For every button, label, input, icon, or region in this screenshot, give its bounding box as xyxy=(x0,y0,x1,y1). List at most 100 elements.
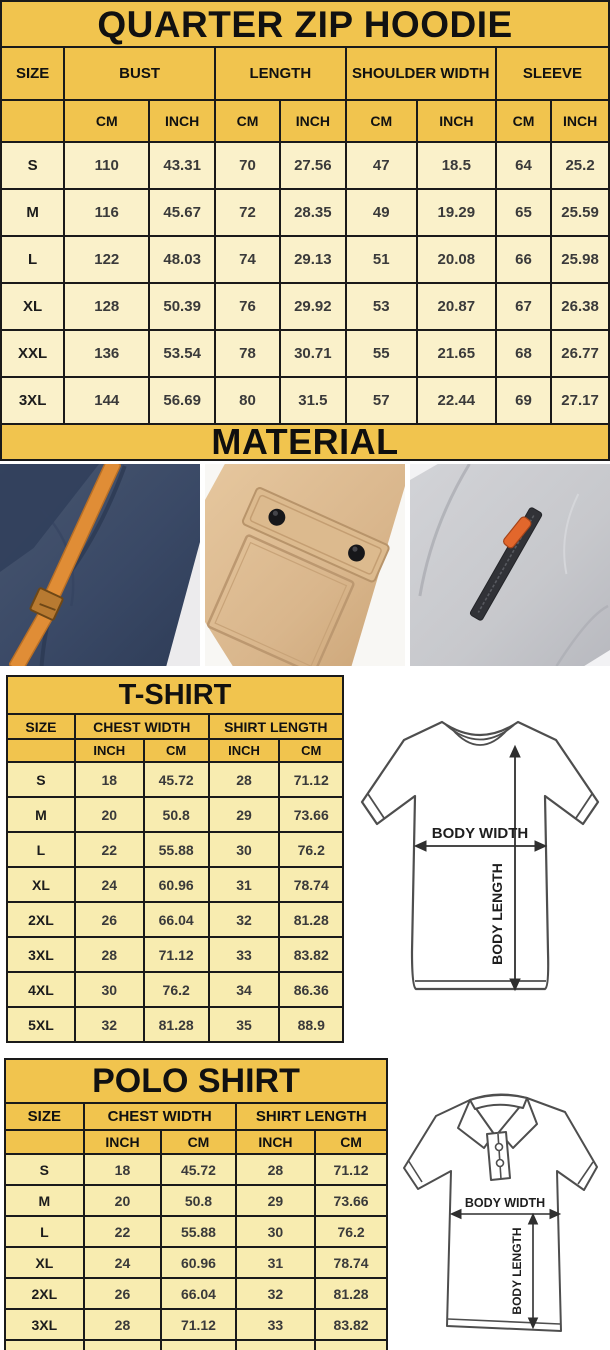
pocket-stitching xyxy=(214,541,348,666)
size-column-spacer xyxy=(4,1129,85,1155)
value-cell: 50.8 xyxy=(142,796,210,833)
value-cell: 29.13 xyxy=(279,235,347,284)
size-cell: S xyxy=(0,141,66,190)
value-cell: 72 xyxy=(213,188,282,237)
value-cell: 25.2 xyxy=(550,141,610,190)
value-cell: 20.87 xyxy=(415,282,497,331)
value-cell: 30.71 xyxy=(279,329,347,378)
value-cell: 67 xyxy=(494,282,553,331)
neck-rib-line xyxy=(451,728,509,746)
value-cell: 29 xyxy=(207,796,281,833)
size-cell: 4XL xyxy=(6,971,76,1008)
left-cuff-line xyxy=(407,1159,423,1183)
value-cell: 25.98 xyxy=(550,235,610,284)
value-cell: 51 xyxy=(344,235,418,284)
size-cell: XL xyxy=(4,1246,85,1279)
value-cell: 81.28 xyxy=(142,1006,210,1043)
unit-header: INCH xyxy=(415,99,497,143)
polo-placket xyxy=(486,1131,511,1181)
value-cell: 66 xyxy=(494,235,553,284)
snap-highlight xyxy=(272,510,278,516)
unit-header: CM xyxy=(160,1129,237,1155)
hem-line xyxy=(447,1318,561,1325)
value-cell: 110 xyxy=(63,141,151,190)
polo-body-width-label: BODY WIDTH xyxy=(465,1196,545,1210)
size-cell: M xyxy=(6,796,76,833)
value-cell: 26.77 xyxy=(550,329,610,378)
value-cell: 24 xyxy=(82,1246,163,1279)
table-row: S 18 45.72 28 71.12 xyxy=(4,1153,388,1186)
placket-line xyxy=(497,1133,502,1180)
table-row: XL 128 50.39 76 29.92 53 20.87 67 26.38 xyxy=(0,282,610,331)
value-cell: 128 xyxy=(63,282,151,331)
value-cell: 55.88 xyxy=(142,831,210,868)
value-cell: 69 xyxy=(494,376,553,425)
body-length-arrow xyxy=(509,744,521,992)
size-column-spacer xyxy=(6,738,76,763)
value-cell: 83.82 xyxy=(314,1308,388,1341)
value-cell: 80 xyxy=(213,376,282,425)
value-cell: 26 xyxy=(82,1277,163,1310)
value-cell: 73.66 xyxy=(278,796,344,833)
table-title: POLO SHIRT xyxy=(4,1058,388,1104)
value-cell: 30 xyxy=(73,971,145,1008)
size-cell: L xyxy=(0,235,66,284)
value-cell: 32 xyxy=(73,1006,145,1043)
table-title: T-SHIRT xyxy=(6,675,344,715)
pocket-body xyxy=(206,534,355,666)
value-cell: 56.69 xyxy=(148,376,216,425)
unit-header: INCH xyxy=(73,738,145,763)
size-cell: 2XL xyxy=(4,1277,85,1310)
value-cell: 55 xyxy=(344,329,418,378)
size-cell: 2XL xyxy=(6,901,76,938)
value-cell: 55.88 xyxy=(160,1215,237,1248)
fabric-seam xyxy=(555,604,609,666)
value-cell: 76.2 xyxy=(314,1215,388,1248)
size-column-header: SIZE xyxy=(0,46,66,101)
value-cell: 32 xyxy=(207,901,281,938)
polo-button xyxy=(494,1142,504,1152)
value-cell: 57 xyxy=(344,376,418,425)
table-title: QUARTER ZIP HOODIE xyxy=(0,0,610,48)
table-row: L 22 55.88 30 76.2 xyxy=(6,831,344,868)
value-cell: 50.8 xyxy=(160,1184,237,1217)
table-row: S 18 45.72 28 71.12 xyxy=(6,761,344,798)
hoodie-size-table: QUARTER ZIP HOODIE SIZE BUST LENGTH SHOULDER… xyxy=(0,0,610,425)
value-cell: 86.36 xyxy=(278,971,344,1008)
unit-header: INCH xyxy=(234,1129,317,1155)
unit-header: CM xyxy=(278,738,344,763)
value-cell: 73.66 xyxy=(314,1184,388,1217)
value-cell: 30 xyxy=(82,1339,163,1350)
size-cell: M xyxy=(4,1184,85,1217)
size-cell: 3XL xyxy=(4,1308,85,1341)
value-cell: 81.28 xyxy=(278,901,344,938)
value-cell: 136 xyxy=(63,329,151,378)
size-cell: L xyxy=(6,831,76,868)
value-cell: 29.92 xyxy=(279,282,347,331)
group-header: SHIRT LENGTH xyxy=(234,1102,389,1131)
flap-stitching xyxy=(249,494,382,575)
value-cell: 31 xyxy=(234,1246,317,1279)
unit-header: INCH xyxy=(207,738,281,763)
value-cell: 22.44 xyxy=(415,376,497,425)
group-header: LENGTH xyxy=(213,46,347,101)
value-cell: 60.96 xyxy=(142,866,210,903)
value-cell: 48.03 xyxy=(148,235,216,284)
body-width-arrow xyxy=(449,1208,562,1220)
unit-header: CM xyxy=(63,99,151,143)
value-cell: 18 xyxy=(73,761,145,798)
value-cell: 81.28 xyxy=(314,1277,388,1310)
size-cell: S xyxy=(4,1153,85,1186)
value-cell: 71.12 xyxy=(314,1153,388,1186)
value-cell: 66.04 xyxy=(160,1277,237,1310)
group-header: SHOULDER WIDTH xyxy=(344,46,497,101)
value-cell: 27.56 xyxy=(279,141,347,190)
table-row: XXL 136 53.54 78 30.71 55 21.65 68 26.77 xyxy=(0,329,610,378)
zipper-teeth xyxy=(477,515,535,613)
value-cell: 29 xyxy=(234,1184,317,1217)
zip-pocket xyxy=(469,507,543,621)
value-cell: 83.82 xyxy=(278,936,344,973)
value-cell: 33 xyxy=(207,936,281,973)
group-header: BUST xyxy=(63,46,216,101)
